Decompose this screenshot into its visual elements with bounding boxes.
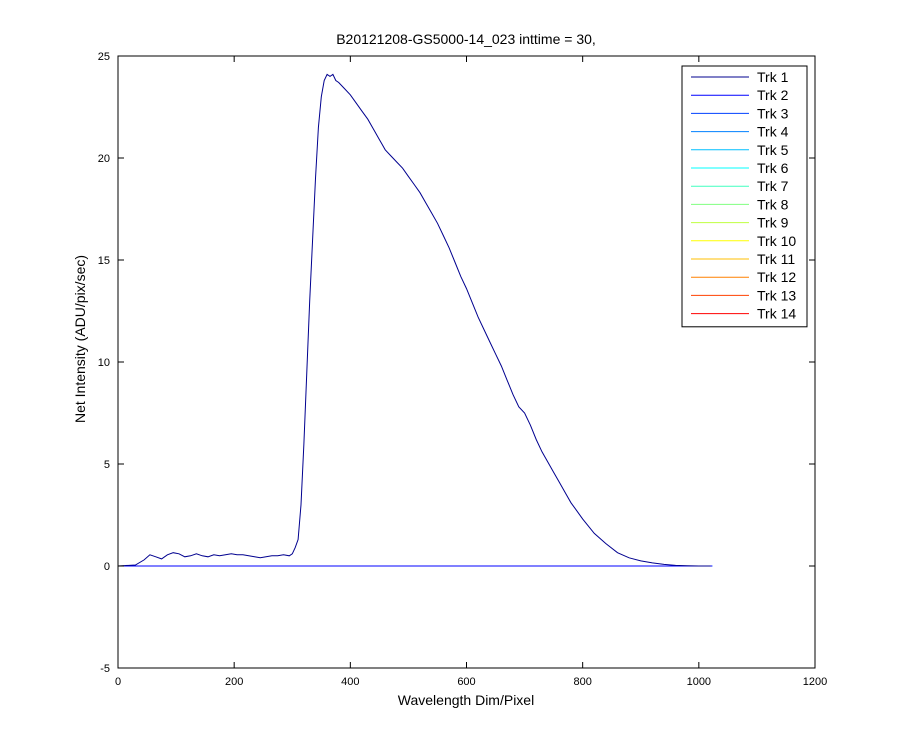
plot-frame <box>117 55 816 669</box>
legend-label: Trk 6 <box>757 160 789 176</box>
series-line-trk-1 <box>117 73 711 567</box>
legend-label: Trk 1 <box>757 69 789 85</box>
legend-label: Trk 11 <box>757 251 795 267</box>
legend-label: Trk 9 <box>757 215 789 231</box>
legend-label: Trk 14 <box>757 306 796 322</box>
ticks-layer: 0 200 400 600 800 1000 1200 -5 0 5 10 15 20 25 <box>98 51 827 688</box>
legend-label: Trk 10 <box>757 233 796 249</box>
x-tick-label: 600 <box>457 676 475 688</box>
legend-label: Trk 2 <box>757 87 789 103</box>
y-tick-label: 25 <box>98 51 110 63</box>
legend: Trk 1 Trk 2 Trk 3 Trk 4 Trk 5 Trk 6 Trk 7 Trk 8… <box>681 65 808 328</box>
x-tick-label: 1000 <box>687 676 711 688</box>
legend-label: Trk 8 <box>757 196 789 212</box>
legend-box <box>681 65 808 328</box>
x-axis-label: Wavelength Dim/Pixel <box>398 692 534 708</box>
x-tick-label: 1200 <box>803 676 827 688</box>
y-tick-label: 15 <box>98 255 110 267</box>
x-tick-label: 800 <box>573 676 591 688</box>
legend-label: Trk 12 <box>757 269 796 285</box>
y-tick-label: 10 <box>98 357 110 369</box>
y-tick-label: 5 <box>104 459 110 471</box>
legend-label: Trk 5 <box>757 142 789 158</box>
legend-label: Trk 4 <box>757 124 789 140</box>
legend-label: Trk 3 <box>757 105 789 121</box>
y-tick-label: 0 <box>104 561 110 573</box>
x-tick-label: 0 <box>115 676 121 688</box>
chart-title: B20121208-GS5000-14_023 inttime = 30, <box>336 31 596 47</box>
legend-label: Trk 13 <box>757 287 796 303</box>
x-tick-label: 400 <box>341 676 359 688</box>
y-tick-label: -5 <box>100 663 110 675</box>
legend-label: Trk 7 <box>757 178 789 194</box>
series-layer <box>117 73 713 567</box>
y-tick-label: 20 <box>98 153 110 165</box>
x-tick-label: 200 <box>225 676 243 688</box>
y-axis-label: Net Intensity (ADU/pix/sec) <box>72 255 88 423</box>
